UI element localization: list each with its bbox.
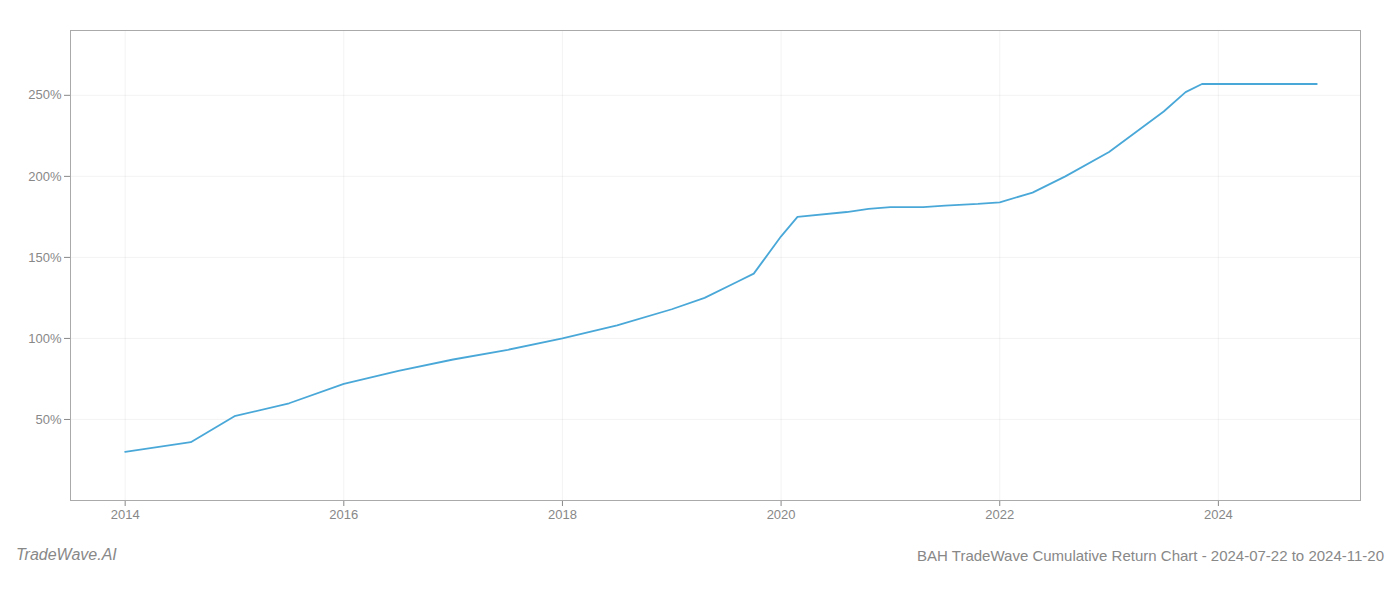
- svg-text:150%: 150%: [28, 250, 62, 265]
- svg-text:2024: 2024: [1204, 507, 1233, 522]
- html-text:TradeWave.AI: TradeWave.AI: [16, 546, 117, 563]
- svg-text:250%: 250%: [28, 87, 62, 102]
- html-text:BAH TradeWave Cumulative Retur: BAH TradeWave Cumulative Return Chart - …: [917, 547, 1384, 564]
- svg-text:2014: 2014: [111, 507, 140, 522]
- svg-text:2022: 2022: [985, 507, 1014, 522]
- svg-text:2016: 2016: [329, 507, 358, 522]
- svg-text:50%: 50%: [35, 412, 61, 427]
- svg-text:2018: 2018: [548, 507, 577, 522]
- svg-text:100%: 100%: [28, 331, 62, 346]
- svg-text:200%: 200%: [28, 169, 62, 184]
- svg-text:2020: 2020: [767, 507, 796, 522]
